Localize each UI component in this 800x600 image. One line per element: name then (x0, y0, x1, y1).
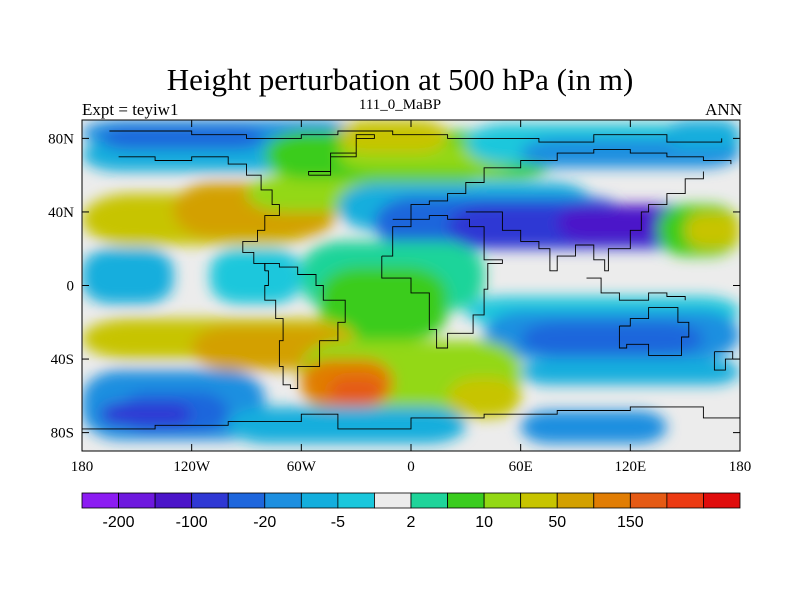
field-region (447, 377, 521, 418)
y-tick-label: 0 (67, 279, 75, 295)
colorbar-swatch (81, 492, 119, 509)
x-tick-label: 120E (614, 459, 646, 475)
colorbar-label: -100 (176, 514, 208, 531)
colorbar-label: 50 (548, 514, 566, 531)
colorbar-swatch (703, 492, 741, 509)
colorbar-swatch (556, 492, 595, 509)
colorbar-swatch (666, 492, 704, 509)
chart-title: Height perturbation at 500 hPa (in m) (166, 62, 634, 97)
colorbar-label: -200 (103, 514, 135, 531)
coastline (618, 307, 690, 356)
coastline (381, 215, 503, 349)
coastline (713, 351, 734, 371)
field-region (100, 403, 192, 426)
x-tick-label: 60E (509, 459, 533, 475)
heatmap-field (82, 120, 740, 451)
x-tick-label: 0 (407, 459, 415, 475)
colorbar-swatch (118, 492, 156, 509)
colorbar-swatch (264, 492, 302, 509)
axes: 180 120W 60W 0 60E 120E 180 80N 40N 0 40S 80S (48, 120, 751, 475)
y-tick-label: 40N (48, 205, 74, 221)
field-region (228, 406, 466, 444)
colorbar-label: -5 (331, 514, 345, 531)
time-label: 111_0_MaBP (358, 97, 442, 113)
field-region (557, 204, 686, 242)
field-region (328, 377, 384, 404)
x-tick-label: 60W (287, 459, 317, 475)
colorbar-swatch (154, 492, 193, 509)
colorbar-label: 150 (617, 514, 644, 531)
season-label: ANN (705, 100, 742, 119)
y-tick-label: 40S (51, 352, 74, 368)
colorbar-label: 2 (407, 514, 416, 531)
field-blobs (82, 120, 740, 444)
x-tick-label: 120W (173, 459, 211, 475)
colorbar-swatch (593, 492, 631, 509)
field-region (685, 211, 740, 249)
field-region (666, 120, 740, 150)
colorbar-label: -20 (253, 514, 276, 531)
coastline (465, 171, 704, 272)
x-tick-label: 180 (71, 459, 94, 475)
field-region (100, 127, 265, 150)
field-region (319, 267, 448, 341)
coastline (109, 130, 723, 143)
colorbar-swatch (483, 492, 522, 509)
field-region (520, 410, 667, 444)
colorbar-label: 10 (475, 514, 493, 531)
field-region (520, 322, 704, 356)
coastline-outlines (82, 130, 740, 430)
colorbar-swatch (191, 492, 229, 509)
coastline (586, 277, 686, 301)
field-region (337, 120, 448, 154)
coastline (264, 262, 346, 389)
colorbar-swatch (374, 492, 412, 509)
y-tick-label: 80N (48, 131, 74, 147)
colorbar-swatch (629, 492, 668, 509)
colorbar-swatch (520, 492, 558, 509)
colorbar-swatch (300, 492, 339, 509)
colorbar-swatch (410, 492, 448, 509)
colorbar-swatch (227, 492, 266, 509)
y-tick-label: 80S (51, 426, 74, 442)
coastline (308, 134, 375, 176)
x-tick-label: 180 (729, 459, 752, 475)
coastline (118, 156, 280, 271)
coastline (392, 148, 732, 220)
field-region (82, 248, 174, 304)
colorbar: -200 -100 -20 -5 2 10 50 150 (81, 492, 741, 531)
colorbar-swatch (447, 492, 485, 509)
field-region (209, 248, 302, 304)
coastline (82, 406, 740, 430)
colorbar-swatch (337, 492, 375, 509)
experiment-label: Expt = teyiw1 (82, 100, 179, 119)
field-region (520, 359, 740, 385)
